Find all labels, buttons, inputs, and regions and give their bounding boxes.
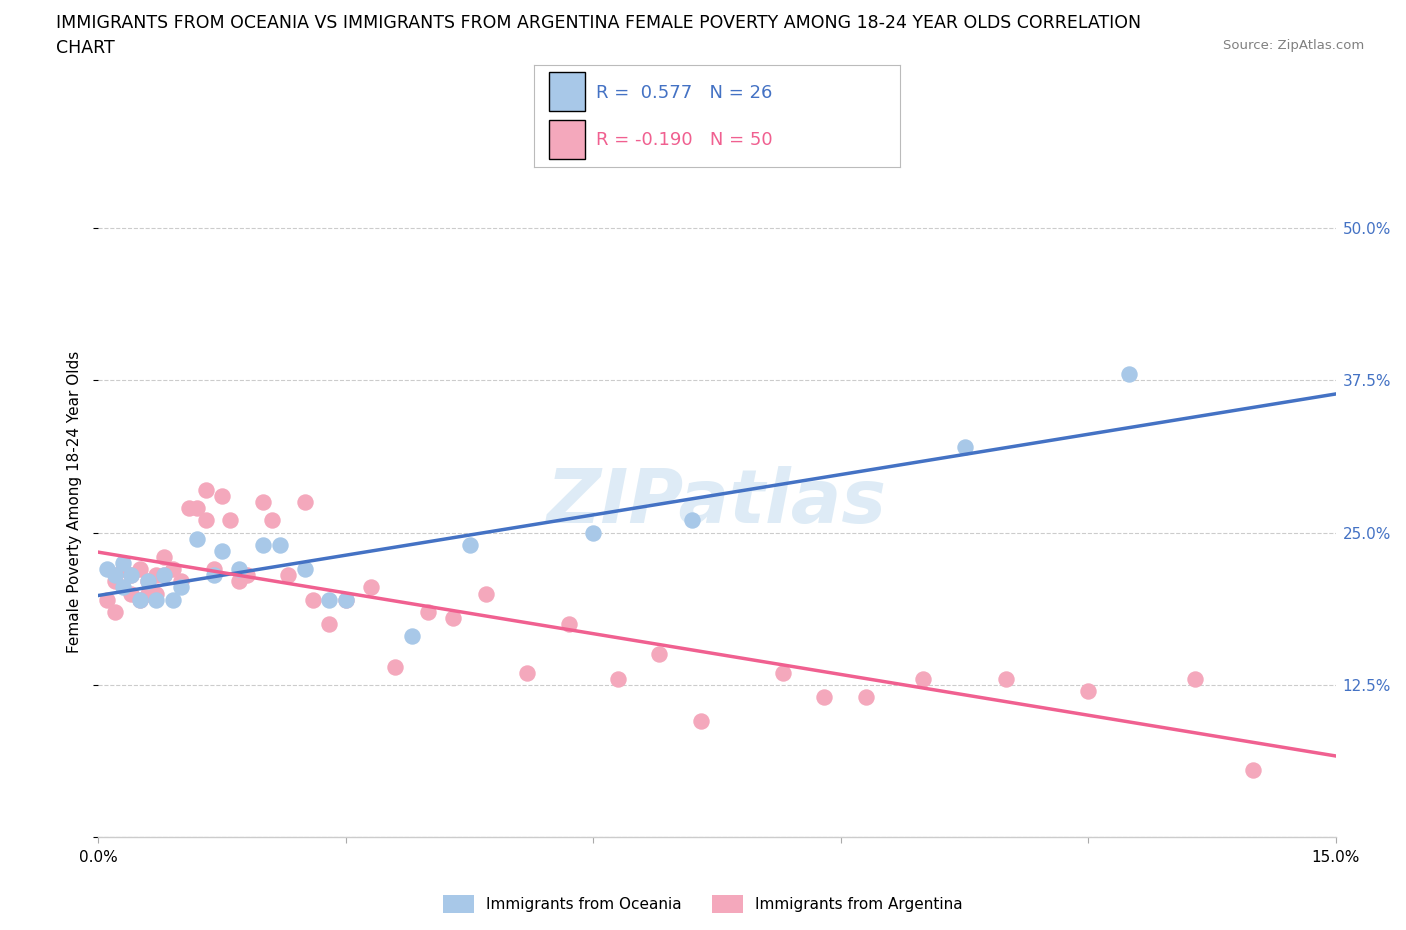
Point: [335, 592, 357, 607]
Point: [458, 538, 481, 552]
Point: [136, 574, 159, 589]
Point: [441, 610, 464, 625]
Point: [772, 665, 794, 680]
Point: [260, 513, 283, 528]
FancyBboxPatch shape: [548, 120, 585, 159]
Point: [211, 543, 233, 558]
Point: [557, 617, 579, 631]
Point: [153, 550, 176, 565]
Point: [104, 574, 127, 589]
Text: Source: ZipAtlas.com: Source: ZipAtlas.com: [1223, 39, 1364, 52]
Point: [360, 580, 382, 595]
Point: [136, 574, 159, 589]
Point: [912, 671, 935, 686]
FancyBboxPatch shape: [548, 73, 585, 112]
Point: [994, 671, 1017, 686]
Text: R = -0.190   N = 50: R = -0.190 N = 50: [596, 131, 773, 149]
Point: [112, 562, 135, 577]
Point: [170, 574, 193, 589]
Text: R =  0.577   N = 26: R = 0.577 N = 26: [596, 84, 773, 101]
Point: [104, 568, 127, 583]
Point: [128, 562, 150, 577]
Point: [681, 513, 703, 528]
Point: [236, 568, 259, 583]
Point: [112, 580, 135, 595]
Point: [607, 671, 630, 686]
Point: [112, 555, 135, 570]
Point: [418, 604, 440, 619]
Point: [104, 604, 127, 619]
Point: [120, 586, 142, 601]
Point: [953, 440, 976, 455]
Point: [120, 568, 142, 583]
Point: [1241, 763, 1264, 777]
Point: [145, 592, 167, 607]
Point: [648, 647, 671, 662]
Point: [219, 513, 242, 528]
Point: [252, 538, 274, 552]
Point: [689, 714, 711, 729]
Point: [582, 525, 605, 540]
Point: [335, 592, 357, 607]
Point: [1184, 671, 1206, 686]
Point: [170, 580, 193, 595]
Text: CHART: CHART: [56, 39, 115, 57]
Point: [384, 659, 406, 674]
Point: [318, 592, 340, 607]
Point: [228, 574, 250, 589]
Text: ZIPatlas: ZIPatlas: [547, 466, 887, 538]
Point: [475, 586, 498, 601]
Point: [318, 617, 340, 631]
Text: IMMIGRANTS FROM OCEANIA VS IMMIGRANTS FROM ARGENTINA FEMALE POVERTY AMONG 18-24 : IMMIGRANTS FROM OCEANIA VS IMMIGRANTS FR…: [56, 14, 1142, 32]
Point: [96, 592, 118, 607]
Point: [120, 568, 142, 583]
Point: [813, 689, 835, 704]
Point: [136, 586, 159, 601]
Point: [277, 568, 299, 583]
Point: [269, 538, 291, 552]
Legend: Immigrants from Oceania, Immigrants from Argentina: Immigrants from Oceania, Immigrants from…: [443, 896, 963, 913]
Point: [153, 568, 176, 583]
Point: [228, 562, 250, 577]
Point: [202, 568, 225, 583]
Point: [202, 562, 225, 577]
Y-axis label: Female Poverty Among 18-24 Year Olds: Female Poverty Among 18-24 Year Olds: [67, 352, 83, 654]
Point: [162, 592, 184, 607]
Point: [96, 562, 118, 577]
Point: [194, 483, 217, 498]
Point: [128, 592, 150, 607]
Point: [145, 586, 167, 601]
Point: [162, 562, 184, 577]
Point: [516, 665, 538, 680]
Point: [153, 568, 176, 583]
Point: [211, 488, 233, 503]
Point: [179, 501, 201, 516]
Point: [302, 592, 325, 607]
Point: [128, 592, 150, 607]
Point: [252, 495, 274, 510]
Point: [145, 568, 167, 583]
Point: [294, 562, 316, 577]
Point: [186, 501, 208, 516]
Point: [855, 689, 877, 704]
Point: [1118, 367, 1140, 382]
Point: [294, 495, 316, 510]
Point: [186, 531, 208, 546]
Point: [401, 629, 423, 644]
Point: [1077, 684, 1099, 698]
Point: [194, 513, 217, 528]
